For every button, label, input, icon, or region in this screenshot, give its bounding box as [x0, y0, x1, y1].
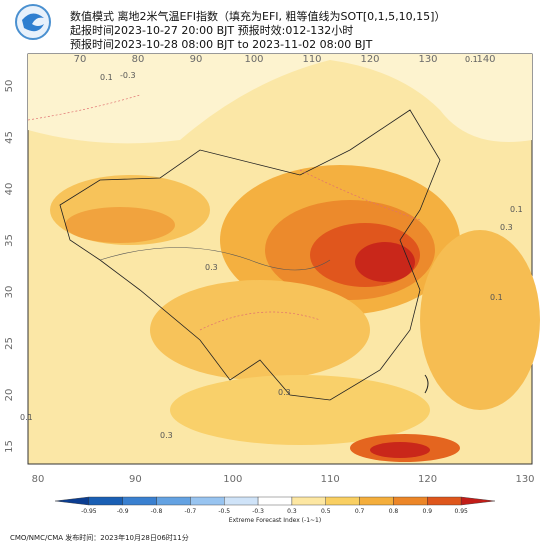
lat-label: 15 — [4, 440, 15, 453]
footer: CMO/NMC/CMA 发布时间：2023年10月28日06时11分 — [10, 533, 189, 542]
lat-label: 50 — [4, 80, 15, 93]
colorbar-swatch — [325, 496, 360, 506]
top-lon-label: 80 — [132, 54, 145, 65]
colorbar-tick-label: -0.7 — [185, 508, 197, 515]
colorbar-tick-label: 0.7 — [355, 508, 365, 515]
colorbar-swatch — [156, 496, 191, 506]
lat-label: 40 — [4, 183, 15, 196]
valid-time: 预报时间2023-10-28 08:00 BJT to 2023-11-02 0… — [70, 37, 373, 51]
logo — [15, 4, 51, 40]
top-lon-label: 130 — [418, 54, 437, 65]
contour-label: 0.1 — [510, 205, 523, 214]
colorbar-swatch — [54, 496, 90, 506]
lat-label: 35 — [4, 234, 15, 247]
contour-label: 0.3 — [160, 431, 173, 440]
top-lon-label: 140 — [476, 54, 495, 65]
map — [27, 53, 540, 465]
bottom-lon-label: 90 — [129, 474, 142, 485]
contour-label: -0.3 — [120, 71, 136, 80]
colorbar-swatch — [393, 496, 428, 506]
colorbar-swatch — [460, 496, 496, 506]
contour-label: 0.1 — [465, 55, 478, 64]
top-lon-label: 110 — [302, 54, 321, 65]
bottom-lon-label: 130 — [515, 474, 534, 485]
contour-label: 0.1 — [490, 293, 503, 302]
axes: 70 80 90 100 110 120 130 140 80 90 100 110 120 130 50 4… — [4, 54, 535, 485]
init-time: 起报时间2023-10-27 20:00 BJT 预报时效:012-132小时 — [70, 23, 353, 37]
bottom-lon-label: 80 — [32, 474, 45, 485]
top-lon-label: 100 — [244, 54, 263, 65]
lat-label: 20 — [4, 389, 15, 402]
colorbar-tick-label: 0.3 — [287, 508, 297, 515]
colorbar-swatch — [427, 496, 462, 506]
bottom-lon-label: 120 — [418, 474, 437, 485]
contour-label: 0.1 — [100, 73, 113, 82]
colorbar-tick-label: 0.8 — [389, 508, 399, 515]
bottom-lon-label: 100 — [223, 474, 242, 485]
colorbar-swatch — [224, 496, 259, 506]
lat-label: 45 — [4, 131, 15, 144]
colorbar-swatch — [122, 496, 157, 506]
colorbar-swatch — [190, 496, 225, 506]
contour-label: 0.1 — [20, 413, 33, 422]
colorbar-tick-label: 0.5 — [321, 508, 331, 515]
top-lon-label: 90 — [190, 54, 203, 65]
colorbar-swatch — [291, 496, 326, 506]
top-lon-label: 70 — [74, 54, 87, 65]
colorbar-tick-label: -0.8 — [151, 508, 163, 515]
contour-label: 0.3 — [278, 388, 291, 397]
colorbar-tick-label: -0.9 — [117, 508, 129, 515]
colorbar-tick-label: -0.95 — [81, 508, 97, 515]
colorbar-tick-label: 0.95 — [454, 508, 468, 515]
top-lon-label: 120 — [360, 54, 379, 65]
colorbar: -0.95 -0.9 -0.8 -0.7 -0.5 -0.3 0.3 0.5 0.7 0.8 0.9… — [54, 496, 496, 515]
colorbar-swatch — [88, 496, 123, 506]
colorbar-tick-label: -0.3 — [252, 508, 264, 515]
bottom-lon-label: 110 — [321, 474, 340, 485]
contour-label: 0.3 — [205, 263, 218, 272]
contour-label: 0.3 — [500, 223, 513, 232]
colorbar-swatch — [257, 496, 293, 506]
contour-labels: 0.1 -0.3 0.1 0.3 0.3 0.1 0.3 0.1 0.3 0.1 — [20, 55, 523, 440]
lat-label: 25 — [4, 337, 15, 350]
lat-label: 30 — [4, 286, 15, 299]
colorbar-tick-label: -0.5 — [218, 508, 230, 515]
colorbar-label: Extreme Forecast Index (-1~1) — [229, 517, 321, 524]
colorbar-swatch — [359, 496, 394, 506]
title: 数值模式 离地2米气温EFI指数（填充为EFI, 粗等值线为SOT[0,1,5,… — [70, 9, 445, 23]
colorbar-tick-label: 0.9 — [423, 508, 433, 515]
